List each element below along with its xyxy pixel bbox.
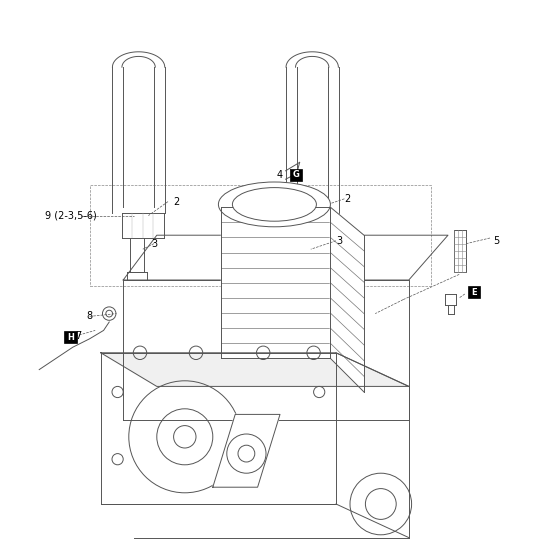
Text: 1(2-6): 1(2-6) [266,194,296,204]
Polygon shape [330,207,364,392]
Text: 3: 3 [151,239,157,249]
Polygon shape [101,353,409,386]
Polygon shape [221,207,330,358]
Text: 3: 3 [336,236,342,246]
Polygon shape [123,235,448,280]
Text: 2: 2 [174,197,180,207]
Ellipse shape [218,182,330,227]
Polygon shape [101,353,336,504]
Bar [468,286,480,298]
Text: 9 (2-3,5-6): 9 (2-3,5-6) [45,211,96,221]
Text: H: H [67,333,74,342]
Text: 5: 5 [493,236,499,246]
Bar [64,331,77,343]
Text: 7: 7 [76,331,82,341]
Polygon shape [336,353,409,538]
Text: 2: 2 [344,194,351,204]
Ellipse shape [232,188,316,221]
Bar [290,169,302,181]
Polygon shape [123,280,409,420]
Text: 6: 6 [473,289,479,299]
Polygon shape [213,414,280,487]
Text: E: E [471,288,477,297]
Text: 8: 8 [87,311,93,321]
Text: G: G [292,170,299,179]
Text: 4: 4 [277,170,283,180]
